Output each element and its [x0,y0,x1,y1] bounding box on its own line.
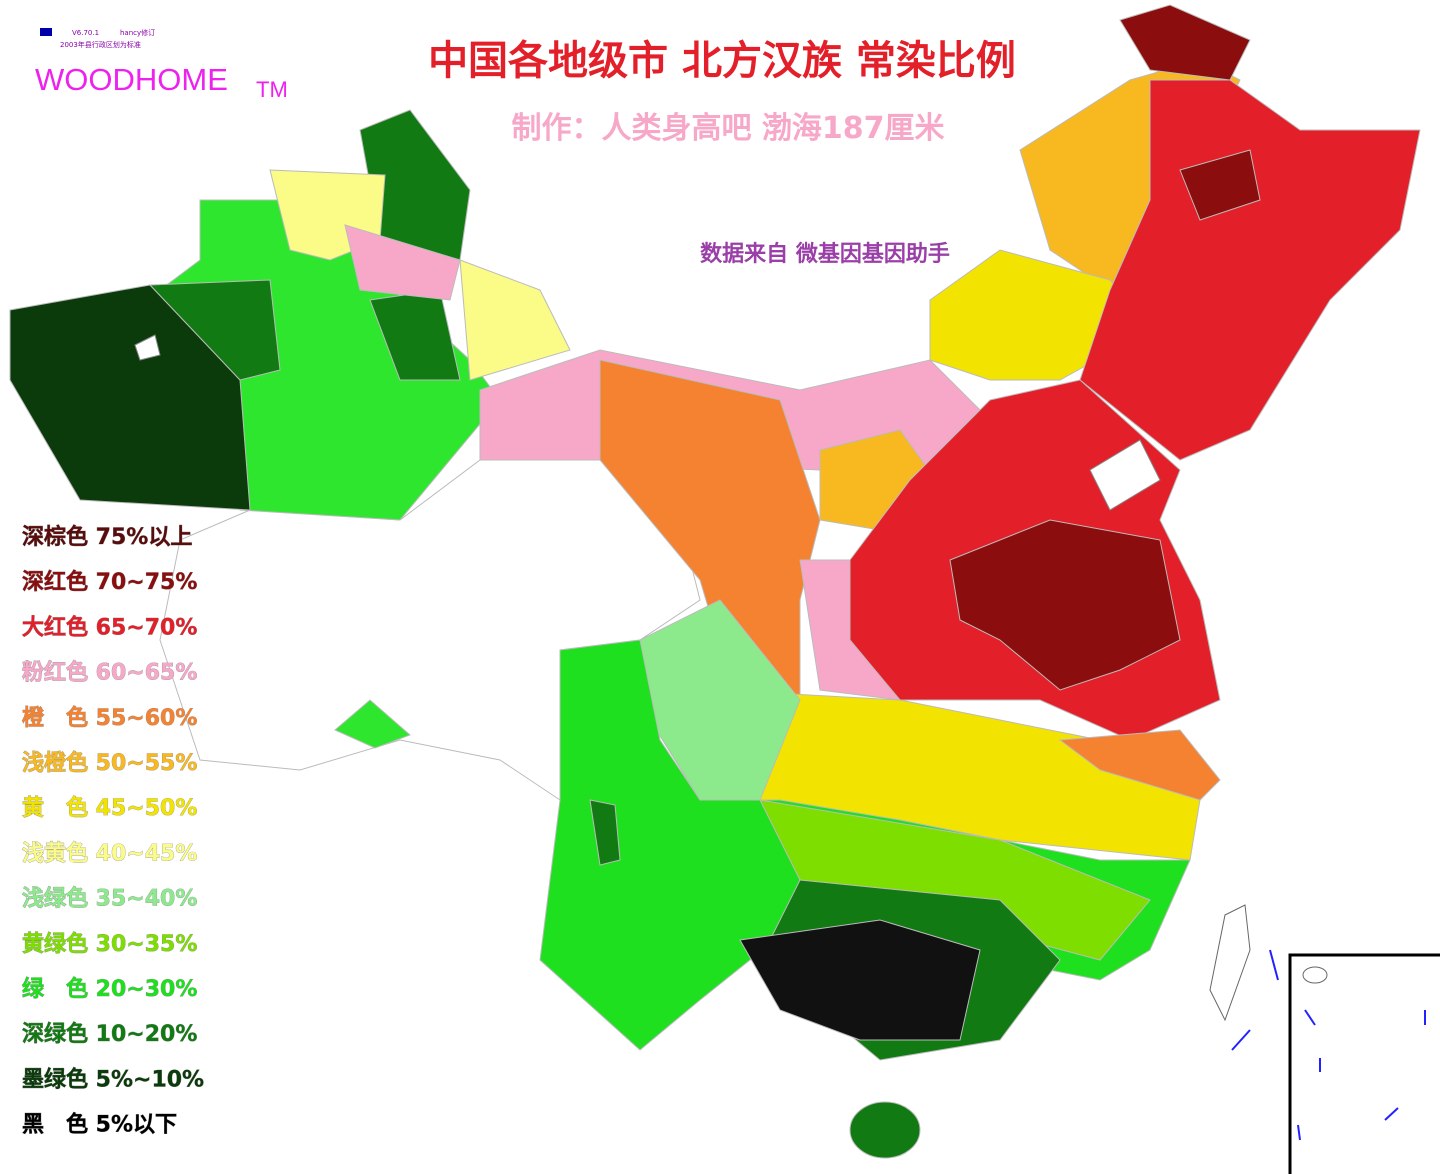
boundary [1384,1107,1399,1121]
source: 数据来自 微基因基因助手 [700,241,950,267]
lake [1089,439,1161,511]
boundary [1269,949,1279,981]
legend-item: 黄 色 45~50% [22,795,197,821]
logo-swatch [40,28,52,36]
legend-item: 橙 色 55~60% [22,705,197,731]
legend-item: 粉红色 60~65% [22,660,197,686]
island [1209,904,1251,1022]
legend-item: 浅橙色 50~55% [22,750,197,776]
brand: WOODHOME [35,62,228,97]
region [334,699,411,749]
region [148,279,281,381]
legend-item: 浅黄色 40~45% [22,840,197,866]
legend-item: 绿 色 20~30% [22,976,197,1002]
region [459,259,571,381]
inset [1231,949,1440,1174]
subtitle: 制作：人类身高吧 渤海187厘米 [511,111,944,146]
title: 中国各地级市 北方汉族 常染比例 [428,38,1016,84]
boundary [1231,1029,1251,1051]
region [589,799,621,866]
legend-item: 浅绿色 35~40% [22,886,197,912]
legend-item: 墨绿色 5%~10% [22,1066,204,1092]
island [849,1101,921,1159]
version: V6.70.1 [72,29,99,37]
region [344,224,461,301]
legend-item: 黑 色 5%以下 [22,1112,177,1138]
region [1119,4,1251,81]
basis: 2003年县行政区划为标准 [60,40,141,49]
region [739,919,981,1041]
editor: hancy修订 [120,28,155,37]
boundary [1304,1009,1316,1026]
legend-item: 深绿色 10~20% [22,1021,197,1047]
region [1079,79,1421,461]
map-regions [9,4,1421,1159]
boundary [1297,1124,1301,1141]
legend-item: 深红色 70~75% [22,569,197,595]
legend-item: 大红色 65~70% [22,614,197,640]
region [1179,149,1261,221]
region [949,519,1181,691]
inset-border [1288,953,1440,1174]
trademark: TM [256,77,288,102]
island [1302,966,1328,984]
legend-item: 深棕色 75%以上 [22,524,192,550]
legend-item: 黄绿色 30~35% [22,931,197,957]
lake [134,334,161,361]
region [759,799,1151,961]
region [1058,729,1221,801]
